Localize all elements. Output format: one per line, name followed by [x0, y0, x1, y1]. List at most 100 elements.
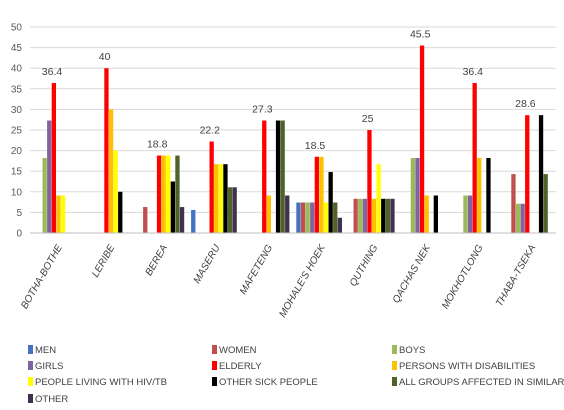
bar-thaba-tseka-all-groups-affected-in-similar-way [543, 174, 548, 233]
bar-berea-other-sick-people [170, 181, 175, 233]
bar-maseru-people-living-with-hiv-tb [218, 164, 223, 233]
bar-mokhotlong-elderly [472, 83, 477, 233]
legend-label-people-living-with-hiv-tb: PEOPLE LIVING WITH HIV/TB [35, 377, 167, 388]
bar-thaba-tseka-boys [515, 203, 521, 233]
legend-swatch-other-sick-people [212, 377, 217, 386]
bar-quthing-persons-with-disabilities [371, 198, 377, 233]
bar-berea-people-living-with-hiv-tb [166, 155, 171, 233]
x-tick-label-qachas-nek: QACHAS NEK [391, 242, 434, 305]
bar-berea-elderly [156, 155, 162, 233]
bar-berea-other [179, 207, 185, 233]
data-label-maseru: 22.2 [200, 125, 221, 137]
x-tick-label-leribe: LERIBE [90, 243, 117, 280]
x-tick-label-mokhotlong: MOKHOTLONG [440, 243, 486, 311]
legend-label-men: MEN [35, 345, 56, 356]
bar-quthing-boys [358, 198, 363, 233]
bar-qachas-nek-other-sick-people [433, 195, 438, 233]
bar-mohale-s-hoek-elderly [314, 156, 319, 233]
bar-mokhotlong-persons-with-disabilities [477, 158, 482, 233]
bar-mafeteng-elderly [262, 120, 267, 233]
bar-mohale-s-hoek-boys [305, 202, 310, 233]
data-label-thaba-tseka: 28.6 [515, 98, 536, 110]
legend-label-boys: BOYS [399, 345, 425, 356]
legend-label-girls: GIRLS [35, 361, 64, 372]
legend-swatch-boys [392, 345, 397, 354]
legend-swatch-elderly [212, 361, 217, 370]
bar-qachas-nek-persons-with-disabilities [424, 195, 429, 233]
x-tick-label-mohale-s-hoek: MOHALE'S HOEK [277, 242, 328, 320]
legend-label-women: WOMEN [219, 345, 257, 356]
bar-maseru-all-groups-affected-in-similar-way [227, 187, 233, 233]
x-tick-label-thaba-tseka: THABA-TSEKA [494, 243, 538, 309]
bar-maseru-elderly [209, 141, 214, 233]
bar-quthing-girls [362, 198, 367, 233]
bar-mohale-s-hoek-other [337, 217, 342, 233]
x-tick-label-botha-bothe: BOTHA-BOTHE [19, 243, 65, 311]
legend-swatch-people-living-with-hiv-tb [28, 377, 33, 386]
legend-swatch-persons-with-disabilities [392, 361, 397, 370]
y-tick-label-15: 15 [11, 167, 23, 178]
x-tick-label-berea: BEREA [144, 243, 171, 278]
bar-mohale-s-hoek-men [296, 202, 301, 233]
data-label-mafeteng: 27.3 [252, 104, 273, 116]
bar-botha-bothe-persons-with-disabilities [56, 195, 61, 233]
bar-thaba-tseka-other-sick-people [538, 115, 544, 233]
legend-swatch-men [28, 345, 33, 354]
bar-qachas-nek-boys [410, 158, 415, 233]
data-label-leribe: 40 [99, 51, 111, 63]
legend-swatch-other [28, 394, 33, 403]
bar-mokhotlong-boys [463, 195, 468, 233]
y-tick-label-45: 45 [11, 43, 23, 54]
y-tick-label-50: 50 [11, 23, 23, 34]
legend-swatch-girls [28, 361, 33, 370]
bar-qachas-nek-girls [415, 158, 420, 233]
y-tick-label-25: 25 [11, 126, 23, 137]
legend-swatch-women [212, 345, 217, 354]
bar-qachas-nek-elderly [419, 45, 425, 233]
y-tick-label-10: 10 [11, 187, 23, 198]
bar-mafeteng-other [285, 195, 290, 233]
bar-thaba-tseka-girls [520, 203, 525, 233]
bar-mohale-s-hoek-people-living-with-hiv-tb [323, 202, 329, 233]
legend-label-other-sick-people: OTHER SICK PEOPLE [219, 377, 318, 388]
data-label-botha-bothe: 36.4 [42, 66, 63, 78]
data-label-berea: 18.8 [147, 139, 168, 151]
bar-quthing-women [353, 198, 358, 233]
bar-mohale-s-hoek-persons-with-disabilities [319, 156, 324, 233]
bar-botha-bothe-people-living-with-hiv-tb [60, 195, 66, 233]
bar-maseru-men [191, 209, 196, 233]
y-tick-label-30: 30 [11, 105, 23, 116]
bar-botha-bothe-elderly [51, 83, 56, 233]
y-tick-label-35: 35 [11, 84, 23, 95]
x-tick-label-mafeteng: MAFETENG [238, 243, 275, 297]
bar-maseru-other-sick-people [223, 164, 228, 233]
legend-swatch-all-groups-affected-in-similar-way [392, 377, 397, 386]
legend-label-other: OTHER [35, 394, 68, 405]
bar-mohale-s-hoek-all-groups-affected-in-similar-way [333, 202, 338, 233]
bar-mohale-s-hoek-girls [310, 202, 315, 233]
bar-berea-all-groups-affected-in-similar-way [175, 155, 180, 233]
bar-maseru-persons-with-disabilities [214, 164, 219, 233]
data-label-mohale-s-hoek: 18.5 [305, 140, 326, 152]
bar-mokhotlong-other-sick-people [486, 158, 491, 233]
bar-botha-bothe-girls [47, 120, 52, 233]
bar-quthing-other [390, 198, 395, 233]
bar-thaba-tseka-elderly [525, 115, 530, 233]
bar-leribe-elderly [104, 68, 109, 233]
x-tick-label-maseru: MASERU [192, 242, 223, 285]
data-label-qachas-nek: 45.5 [410, 29, 431, 41]
legend-label-elderly: ELDERLY [219, 361, 262, 372]
bar-quthing-all-groups-affected-in-similar-way [385, 198, 390, 233]
bar-mafeteng-persons-with-disabilities [266, 195, 271, 233]
data-label-quthing: 25 [362, 113, 374, 125]
bar-leribe-other-sick-people [118, 191, 123, 233]
bar-botha-bothe-boys [42, 158, 47, 233]
bar-leribe-persons-with-disabilities [108, 109, 114, 233]
data-label-mokhotlong: 36.4 [463, 66, 484, 78]
bar-mohale-s-hoek-other-sick-people [328, 172, 333, 233]
bar-thaba-tseka-women [511, 174, 516, 233]
bar-mokhotlong-girls [467, 195, 473, 233]
bar-maseru-other [232, 187, 237, 233]
